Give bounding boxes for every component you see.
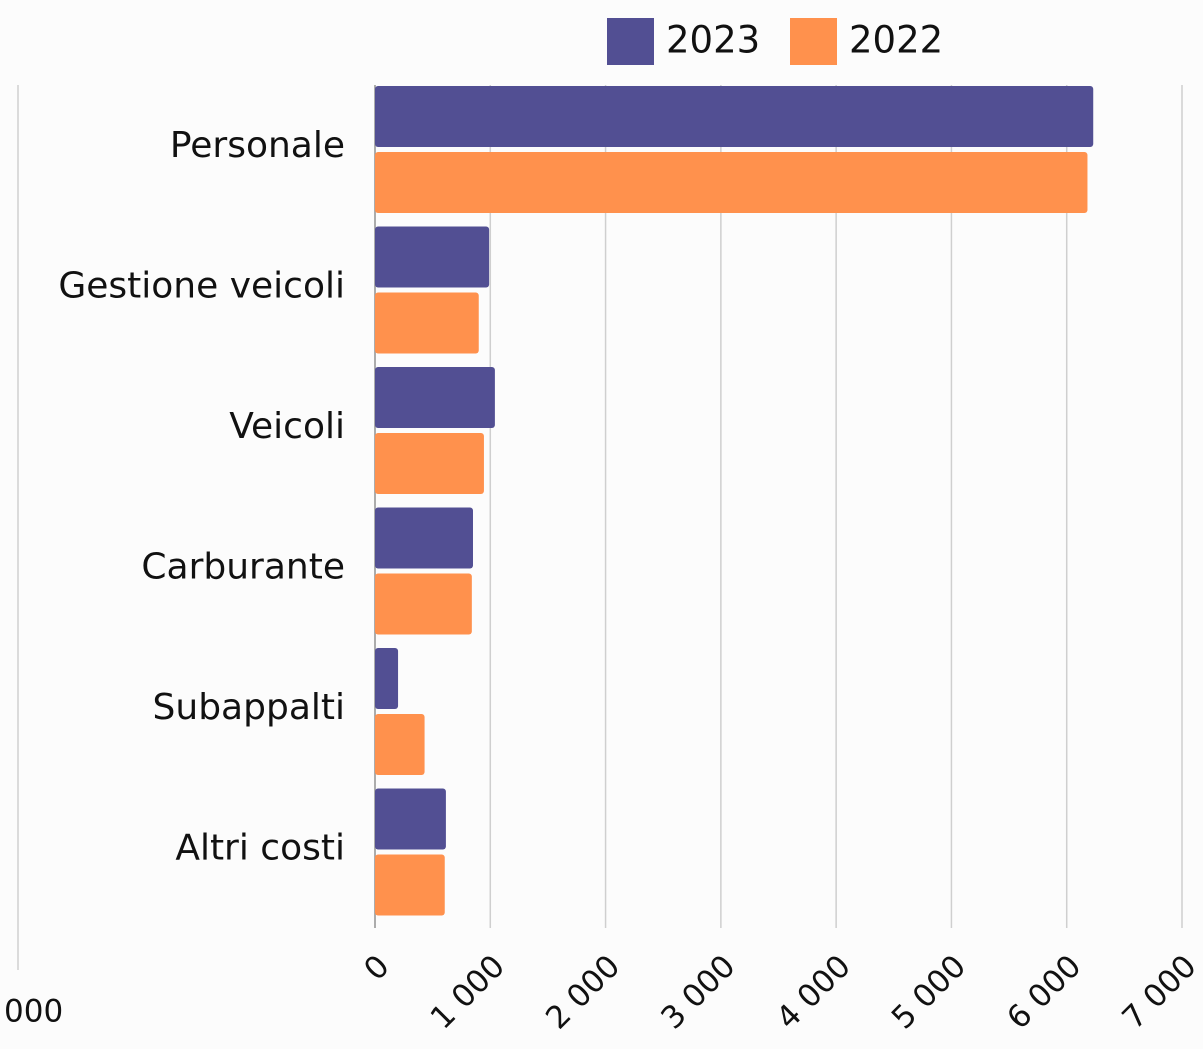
- bar: [375, 648, 399, 709]
- bar: [375, 854, 445, 916]
- category-label: Veicoli: [229, 406, 345, 447]
- category-label: Subappalti: [153, 687, 345, 728]
- bar: [375, 292, 479, 354]
- x-tick-label: 5 000: [885, 948, 973, 1036]
- legend-label: 2023: [666, 19, 760, 62]
- bar: [375, 367, 495, 428]
- category-label: Personale: [170, 125, 345, 166]
- legend-swatch: [607, 18, 654, 65]
- legend-label: 2022: [849, 19, 943, 62]
- x-tick-label: 6 000: [1000, 948, 1088, 1036]
- x-tick-label: 0: [357, 948, 396, 987]
- x-tick-label: 4 000: [770, 948, 858, 1036]
- bar: [375, 573, 472, 635]
- x-tick-label: 7 000: [1115, 948, 1203, 1036]
- legend-swatch: [790, 18, 837, 65]
- bar: [375, 433, 484, 494]
- bar: [375, 86, 1094, 147]
- bar: [375, 788, 446, 850]
- bar: [375, 226, 490, 288]
- category-label: Altri costi: [175, 828, 345, 869]
- category-label: Gestione veicoli: [58, 266, 345, 307]
- x-tick-label: 1 000: [424, 948, 512, 1036]
- x-tick-label: 2 000: [539, 948, 627, 1036]
- clipped-label: 000: [4, 994, 63, 1030]
- bar: [375, 507, 473, 569]
- bar: [375, 714, 425, 775]
- bar: [375, 152, 1088, 213]
- x-tick-label: 3 000: [654, 948, 742, 1036]
- category-label: Carburante: [141, 547, 345, 588]
